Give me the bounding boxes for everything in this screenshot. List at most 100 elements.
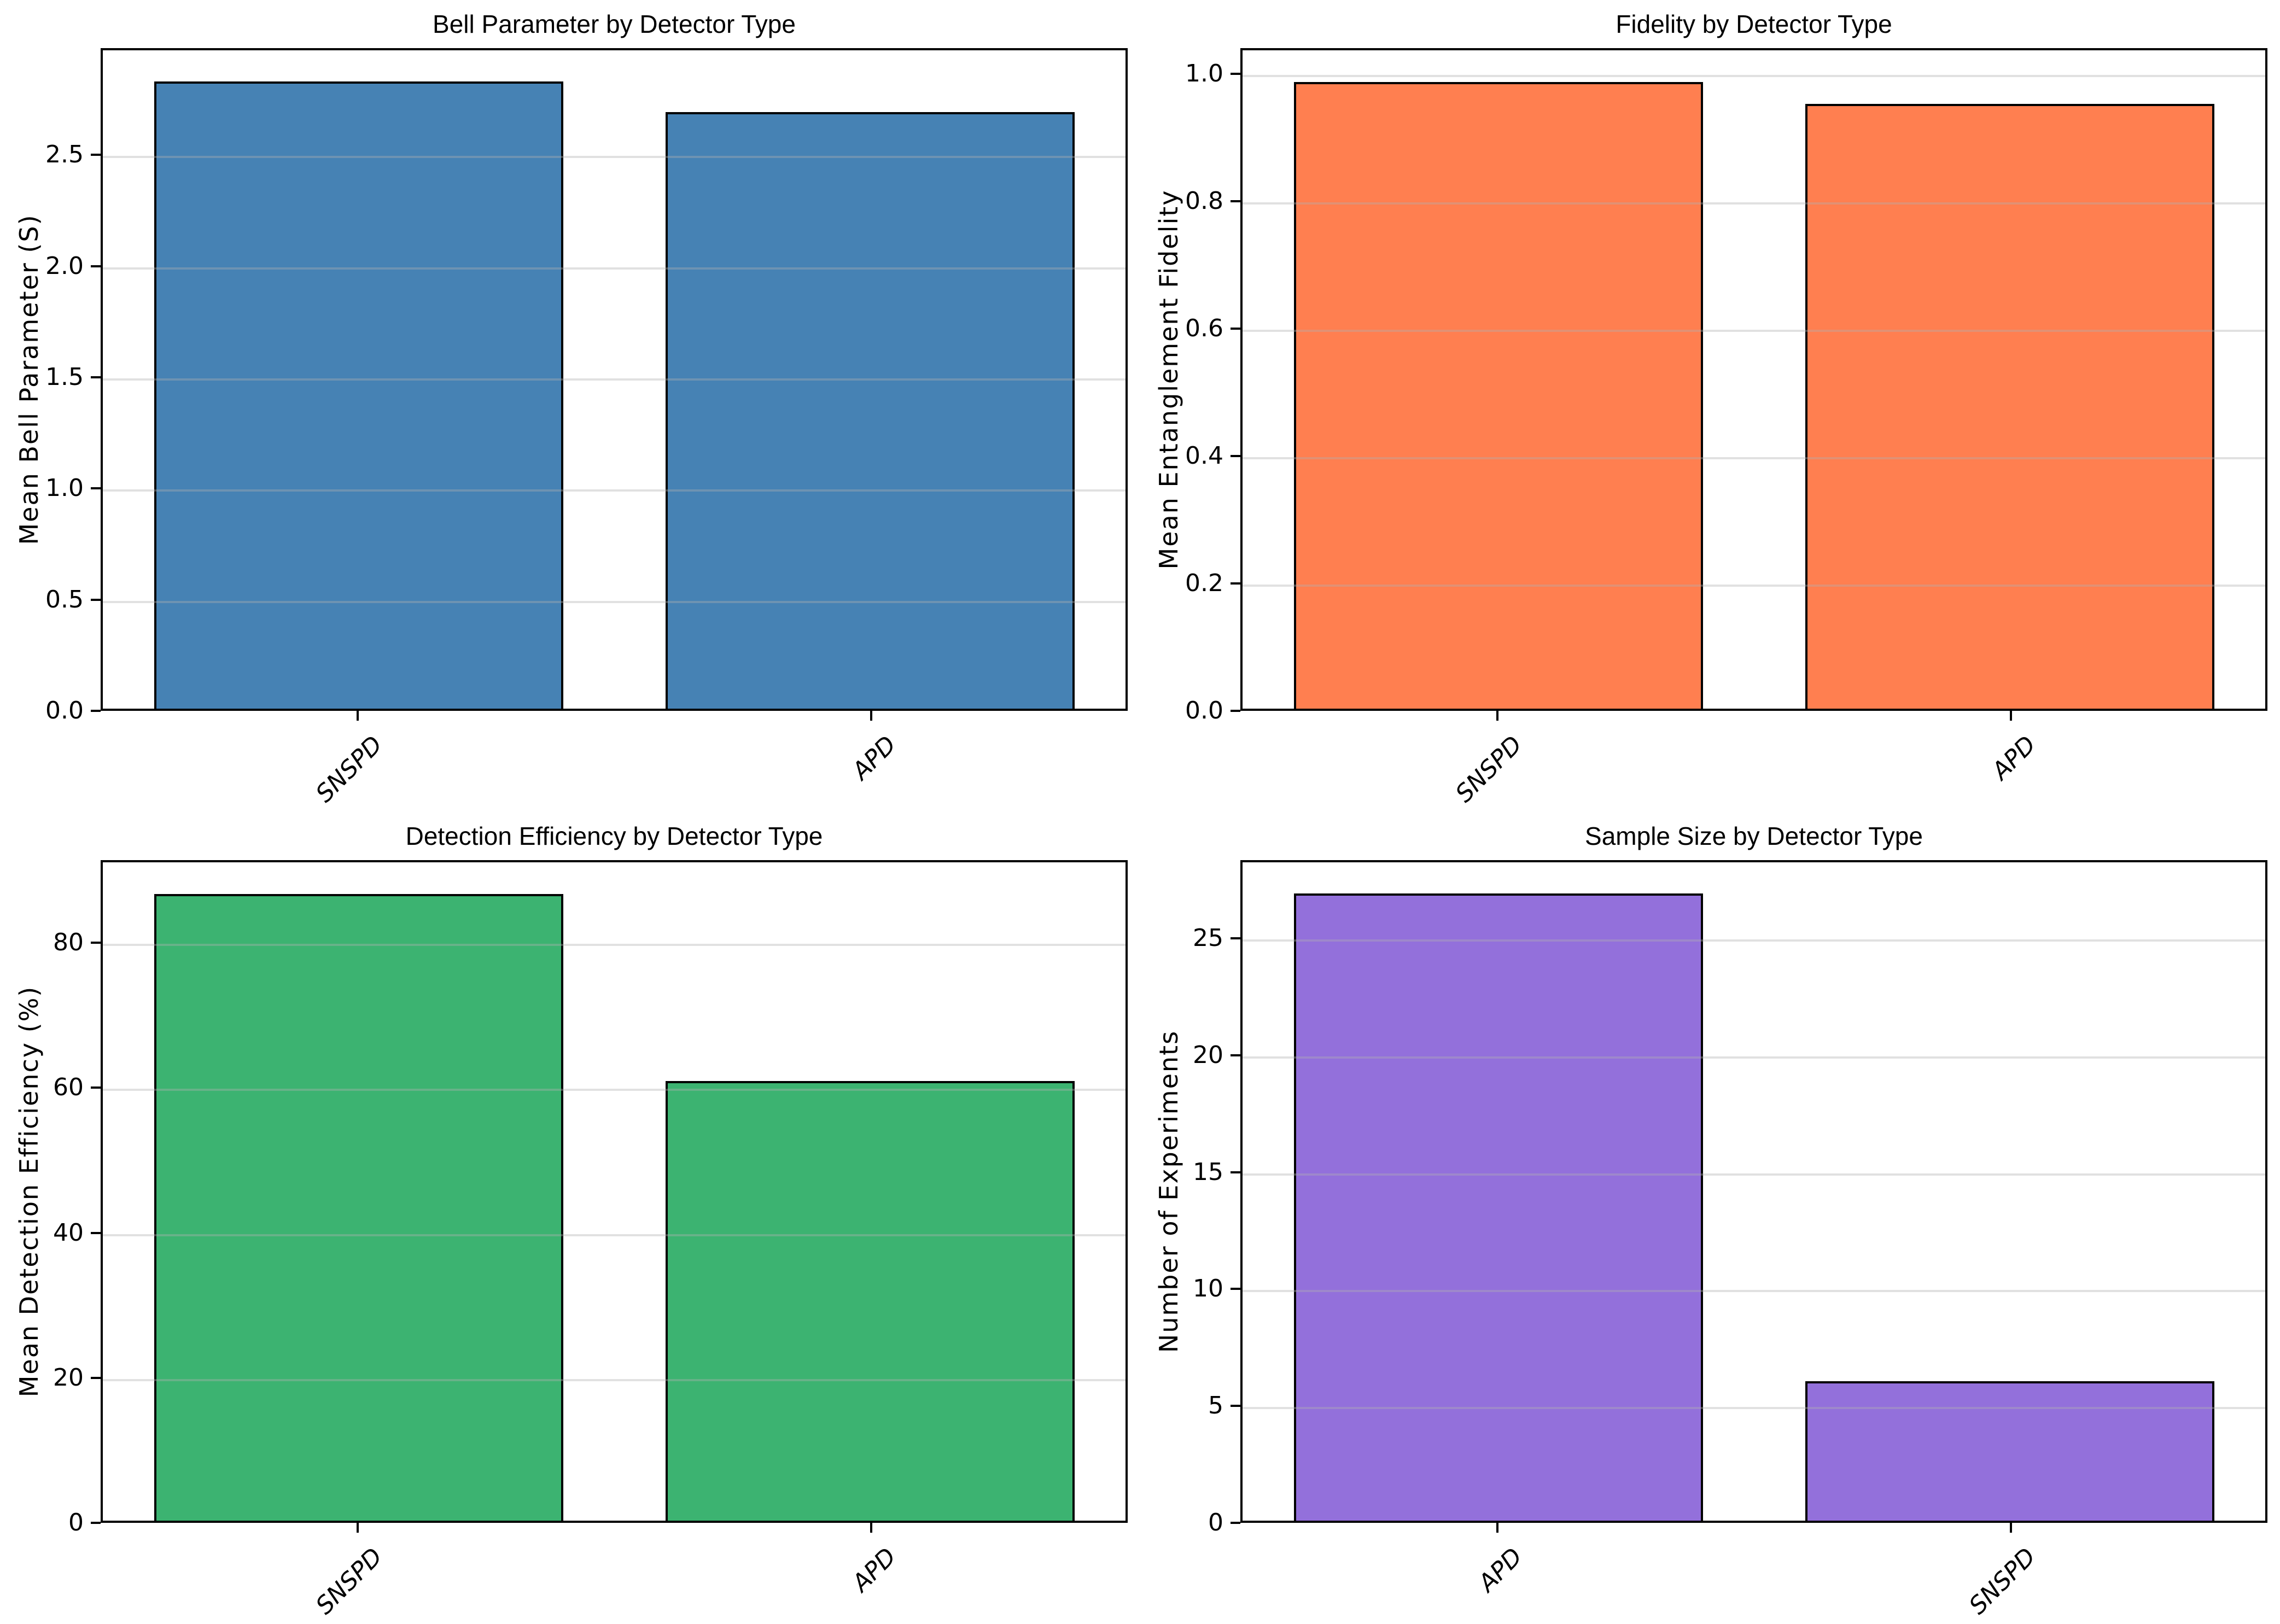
y-tick-label: 0.0 — [1185, 697, 1223, 725]
chart-cell-bell-parameter: Bell Parameter by Detector Type Mean Bel… — [0, 0, 1140, 812]
y-tick-label: 25 — [1193, 924, 1223, 953]
plot-area — [101, 860, 1128, 1523]
plot-area — [1240, 48, 2267, 711]
y-tick-label: 0 — [68, 1509, 84, 1537]
y-tick-mark — [91, 487, 101, 490]
y-gridline — [103, 1089, 1126, 1091]
y-tick-mark — [91, 598, 101, 601]
y-tick-label: 15 — [1193, 1158, 1223, 1186]
y-tick-mark — [91, 1522, 101, 1524]
y-tick-mark — [1231, 454, 1240, 457]
y-tick-label: 0.4 — [1185, 441, 1223, 470]
plot-area — [101, 48, 1128, 711]
y-tick-label: 1.0 — [1185, 59, 1223, 87]
x-tick-label-snspd: SNSPD — [311, 1543, 388, 1620]
bar-apd — [665, 112, 1075, 709]
chart-title: Fidelity by Detector Type — [1616, 10, 1892, 38]
x-tick-label-snspd: SNSPD — [1450, 731, 1528, 808]
y-gridline — [1243, 457, 2265, 459]
x-tick-label-apd: APD — [1473, 1543, 1528, 1598]
y-tick-mark — [1231, 1288, 1240, 1290]
bar-apd — [1805, 104, 2214, 709]
x-tick-label-apd: APD — [847, 1543, 902, 1598]
y-tick-mark — [91, 154, 101, 156]
y-gridline — [103, 489, 1126, 492]
y-gridline — [103, 267, 1126, 270]
y-tick-label: 80 — [53, 928, 84, 957]
y-gridline — [103, 944, 1126, 947]
y-gridline — [1243, 1290, 2265, 1293]
y-axis-label: Mean Entanglement Fidelity — [1154, 189, 1183, 570]
bar-apd — [1293, 893, 1703, 1521]
y-gridline — [1243, 1173, 2265, 1176]
y-tick-label: 40 — [53, 1218, 84, 1247]
chart-title: Bell Parameter by Detector Type — [433, 10, 796, 38]
y-tick-label: 60 — [53, 1073, 84, 1102]
x-tick-mark — [2009, 1523, 2012, 1533]
y-tick-label: 0.0 — [45, 697, 84, 725]
y-tick-mark — [1231, 937, 1240, 940]
y-tick-mark — [1231, 1405, 1240, 1407]
y-gridline — [1243, 1407, 2265, 1410]
y-gridline — [1243, 74, 2265, 77]
y-gridline — [103, 156, 1126, 159]
chart-title: Sample Size by Detector Type — [1585, 822, 1923, 850]
y-gridline — [1243, 584, 2265, 587]
bar-snspd — [154, 81, 563, 709]
x-tick-mark — [2009, 711, 2012, 721]
y-tick-mark — [91, 265, 101, 267]
y-tick-label: 5 — [1208, 1392, 1223, 1420]
y-gridline — [1243, 329, 2265, 332]
y-tick-mark — [91, 1376, 101, 1379]
y-tick-mark — [1231, 1522, 1240, 1524]
y-tick-label: 20 — [53, 1363, 84, 1392]
x-tick-mark — [870, 1523, 872, 1533]
y-gridline — [103, 600, 1126, 603]
x-tick-mark — [870, 711, 872, 721]
y-tick-mark — [1231, 1171, 1240, 1173]
bar-apd — [665, 1081, 1075, 1521]
y-tick-label: 2.5 — [45, 141, 84, 169]
y-tick-mark — [1231, 582, 1240, 585]
y-tick-label: 1.0 — [45, 474, 84, 503]
y-tick-mark — [91, 376, 101, 378]
x-tick-mark — [356, 1523, 359, 1533]
y-tick-mark — [1231, 327, 1240, 330]
y-tick-label: 0.5 — [45, 585, 84, 614]
y-tick-label: 1.5 — [45, 363, 84, 391]
y-gridline — [1243, 1056, 2265, 1059]
y-gridline — [103, 1378, 1126, 1381]
x-tick-mark — [1496, 1523, 1498, 1533]
chart-cell-sample-size: Sample Size by Detector Type Number of E… — [1140, 812, 2280, 1624]
y-tick-label: 2.0 — [45, 252, 84, 280]
y-tick-mark — [91, 710, 101, 712]
x-tick-label-apd: APD — [1986, 731, 2042, 786]
y-tick-label: 0.6 — [1185, 314, 1223, 342]
y-gridline — [1243, 202, 2265, 205]
y-gridline — [103, 378, 1126, 381]
x-tick-label-apd: APD — [847, 731, 902, 786]
y-tick-mark — [91, 1231, 101, 1234]
y-axis-label: Number of Experiments — [1154, 1030, 1183, 1353]
y-gridline — [1243, 939, 2265, 942]
y-tick-label: 10 — [1193, 1275, 1223, 1303]
x-tick-mark — [1496, 711, 1498, 721]
bar-snspd — [1293, 81, 1703, 709]
bar-snspd — [1805, 1381, 2214, 1521]
x-tick-mark — [356, 711, 359, 721]
y-tick-label: 20 — [1193, 1041, 1223, 1069]
y-gridline — [103, 1234, 1126, 1236]
y-tick-label: 0.2 — [1185, 569, 1223, 597]
chart-cell-fidelity: Fidelity by Detector Type Mean Entanglem… — [1140, 0, 2280, 812]
y-tick-mark — [1231, 710, 1240, 712]
y-tick-label: 0 — [1208, 1509, 1223, 1537]
y-tick-mark — [91, 1086, 101, 1089]
bar-snspd — [154, 893, 563, 1521]
y-tick-label: 0.8 — [1185, 186, 1223, 215]
plot-area — [1240, 860, 2267, 1523]
x-tick-label-snspd: SNSPD — [311, 731, 388, 808]
y-tick-mark — [91, 942, 101, 944]
chart-title: Detection Efficiency by Detector Type — [405, 822, 823, 850]
y-tick-mark — [1231, 72, 1240, 75]
